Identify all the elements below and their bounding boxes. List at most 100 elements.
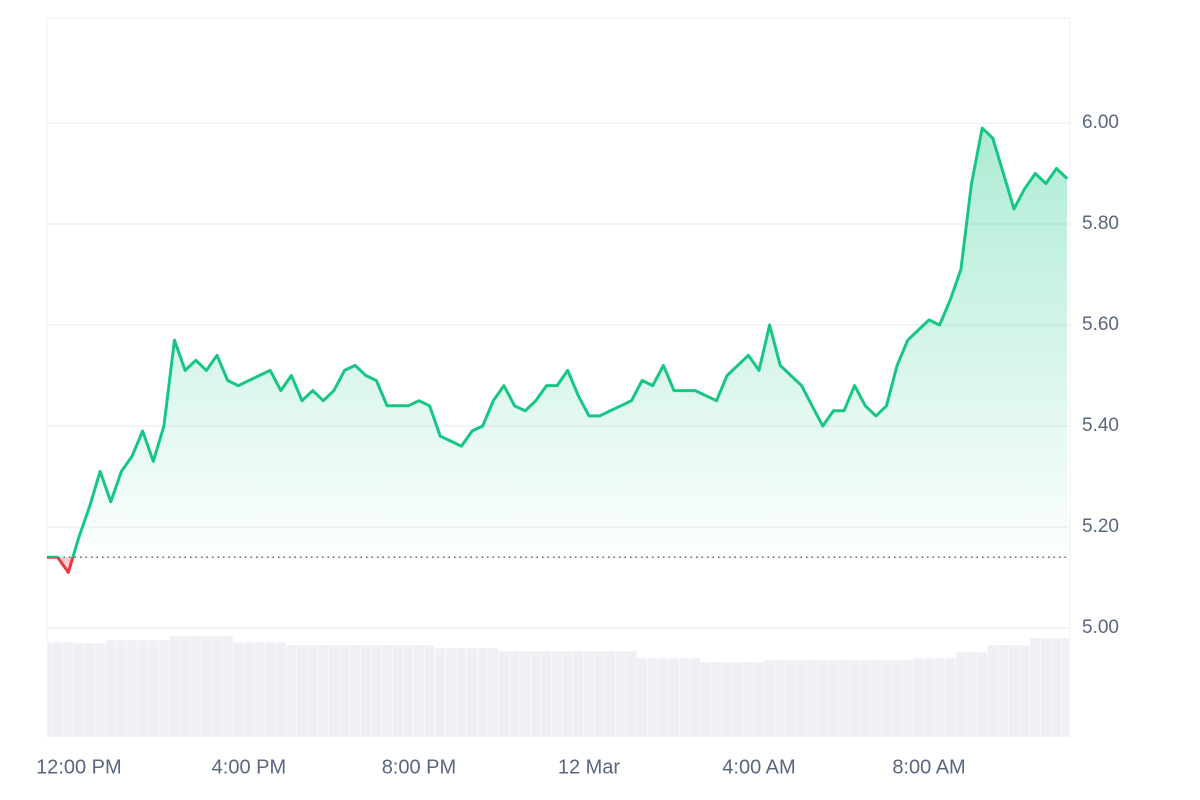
volume-bar bbox=[774, 659, 786, 738]
volume-bar bbox=[710, 661, 723, 738]
volume-bar bbox=[317, 644, 329, 738]
volume-bar bbox=[179, 635, 191, 738]
volume-bar bbox=[625, 650, 638, 738]
volume-bar bbox=[753, 661, 765, 738]
volume-bar bbox=[466, 647, 478, 738]
volume-bar bbox=[721, 661, 733, 738]
x-tick-label: 8:00 AM bbox=[892, 756, 965, 778]
volume-bar bbox=[615, 650, 627, 738]
volume-bar bbox=[222, 635, 234, 738]
volume-bar bbox=[477, 647, 489, 738]
price-line-up bbox=[47, 126, 1069, 558]
volume-bar bbox=[785, 659, 797, 738]
volume-bar bbox=[455, 647, 468, 738]
volume-bar bbox=[764, 659, 776, 738]
volume-bar bbox=[902, 659, 914, 738]
volume-bar bbox=[105, 639, 117, 738]
y-tick-label: 5.40 bbox=[1082, 415, 1119, 436]
y-tick-label: 5.60 bbox=[1082, 314, 1119, 335]
volume-bar bbox=[997, 644, 1009, 738]
volume-bar bbox=[551, 650, 563, 738]
volume-bar bbox=[73, 642, 85, 738]
volume-bar bbox=[530, 650, 542, 738]
volume-bars bbox=[46, 635, 1071, 738]
volume-bar bbox=[944, 657, 956, 738]
volume-bar bbox=[795, 659, 808, 738]
volume-bar bbox=[594, 650, 606, 738]
volume-bar bbox=[509, 650, 521, 738]
volume-bar bbox=[572, 650, 584, 738]
volume-bar bbox=[859, 659, 871, 738]
volume-bar bbox=[1019, 644, 1031, 738]
volume-bar bbox=[849, 659, 861, 738]
y-tick-label: 6.00 bbox=[1082, 112, 1119, 133]
volume-bar bbox=[413, 644, 425, 738]
volume-bar bbox=[689, 657, 701, 738]
volume-bar bbox=[1061, 637, 1071, 738]
volume-bar bbox=[679, 657, 691, 738]
volume-bar bbox=[338, 644, 351, 738]
volume-bar bbox=[126, 639, 138, 738]
volume-bar bbox=[137, 639, 149, 738]
price-line bbox=[47, 126, 1070, 574]
volume-bar bbox=[976, 651, 988, 738]
volume-bar bbox=[445, 647, 457, 738]
volume-bar bbox=[243, 641, 255, 738]
volume-bar bbox=[891, 659, 903, 738]
volume-bar bbox=[838, 659, 850, 738]
volume-bar bbox=[232, 641, 244, 738]
volume-bar bbox=[700, 661, 712, 738]
volume-bar bbox=[912, 657, 924, 738]
volume-bar bbox=[604, 650, 616, 738]
volume-bar bbox=[264, 641, 276, 738]
x-tick-label: 4:00 AM bbox=[722, 756, 795, 778]
volume-bar bbox=[370, 644, 382, 738]
volume-bar bbox=[955, 651, 967, 738]
volume-bar bbox=[583, 650, 595, 738]
volume-bar bbox=[115, 639, 127, 738]
volume-bar bbox=[392, 644, 404, 738]
volume-bar bbox=[1008, 644, 1020, 738]
volume-bar bbox=[168, 635, 181, 738]
volume-bar bbox=[62, 641, 74, 738]
volume-bar bbox=[275, 641, 287, 738]
volume-bar bbox=[636, 657, 648, 738]
volume-bar bbox=[94, 642, 106, 738]
volume-bar bbox=[965, 651, 978, 738]
x-tick-label: 8:00 PM bbox=[382, 756, 456, 778]
volume-bar bbox=[934, 657, 946, 738]
volume-bar bbox=[349, 644, 361, 738]
volume-bar bbox=[732, 661, 744, 738]
volume-bar bbox=[870, 659, 882, 738]
volume-bar bbox=[657, 657, 669, 738]
volume-bar bbox=[434, 647, 446, 738]
volume-bar bbox=[147, 639, 159, 738]
volume-bar bbox=[200, 635, 212, 738]
volume-bar bbox=[540, 650, 553, 738]
volume-bar bbox=[423, 644, 436, 738]
x-tick-label: 12 Mar bbox=[558, 756, 621, 778]
volume-bar bbox=[402, 644, 414, 738]
volume-bar bbox=[487, 647, 499, 738]
volume-bar bbox=[190, 635, 202, 738]
y-tick-label: 5.20 bbox=[1082, 516, 1119, 537]
volume-bar bbox=[562, 650, 574, 738]
volume-bar bbox=[83, 642, 96, 738]
volume-bar bbox=[328, 644, 340, 738]
volume-bar bbox=[360, 644, 372, 738]
volume-bar bbox=[817, 659, 829, 738]
volume-bar bbox=[211, 635, 223, 738]
volume-bar bbox=[285, 644, 297, 738]
volume-bar bbox=[307, 644, 319, 738]
volume-bar bbox=[519, 650, 531, 738]
volume-bar bbox=[52, 641, 64, 738]
x-tick-label: 4:00 PM bbox=[212, 756, 286, 778]
y-tick-label: 5.80 bbox=[1082, 213, 1119, 234]
volume-bar bbox=[742, 661, 754, 738]
volume-bar bbox=[668, 657, 680, 738]
volume-bar bbox=[987, 644, 999, 738]
volume-bar bbox=[1040, 637, 1052, 738]
volume-bar bbox=[923, 657, 935, 738]
volume-bar bbox=[1029, 637, 1041, 738]
